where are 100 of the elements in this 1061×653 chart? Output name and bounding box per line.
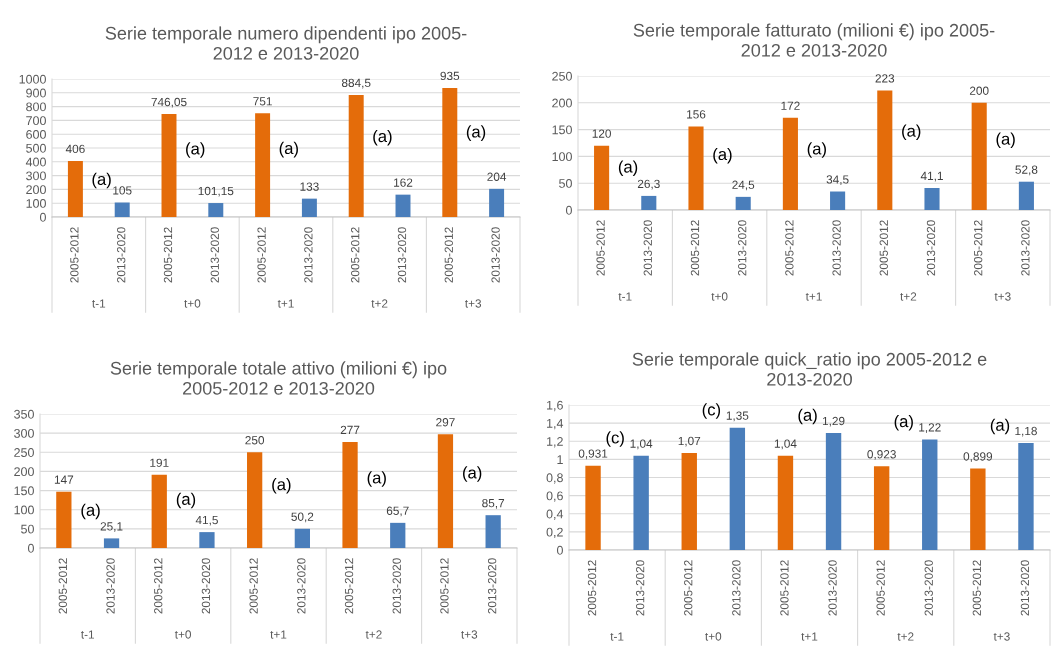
data-label: 65,7 bbox=[386, 506, 409, 517]
annotation: (a) bbox=[618, 160, 638, 176]
text: t+2 bbox=[897, 632, 914, 641]
text: t+0 bbox=[705, 632, 722, 641]
text: t+0 bbox=[184, 299, 201, 308]
chart-title: Serie temporale fatturato (milioni €) ipo 2005- 2012 e 2013-2020 bbox=[633, 23, 995, 57]
x-tick-label: 2013-2020 bbox=[828, 560, 837, 616]
x-tick-label: 2013-2020 bbox=[491, 227, 500, 283]
x-tick-label: 2013-2020 bbox=[635, 560, 645, 616]
x-tick-label: 2013-2020 bbox=[210, 227, 219, 283]
data-label: 25,1 bbox=[100, 522, 123, 532]
data-label: 101,15 bbox=[198, 186, 234, 197]
bar bbox=[1018, 443, 1034, 550]
chart-title: Serie temporale totale attivo (milioni €) ipo 2005-2012 e 2013-2020 bbox=[110, 361, 447, 395]
y-tick-label: 250 bbox=[14, 448, 34, 457]
data-label: 156 bbox=[687, 110, 706, 119]
data-label: 191 bbox=[150, 458, 169, 467]
x-tick-label: 2005-2012 bbox=[587, 560, 597, 616]
y-tick-label: 300 bbox=[14, 428, 34, 438]
y-tick-label: 300 bbox=[26, 171, 46, 181]
data-label: 24,5 bbox=[732, 180, 755, 191]
x-tick-label: 2005-2012 bbox=[154, 558, 163, 614]
text: t+1 bbox=[801, 632, 818, 641]
y-tick-label: 200 bbox=[14, 467, 34, 477]
data-label: 0,931 bbox=[578, 449, 608, 460]
annotation: (c) bbox=[606, 431, 624, 447]
text: t+3 bbox=[993, 632, 1010, 641]
annotation: (a) bbox=[186, 142, 205, 158]
y-tick-label: 600 bbox=[26, 130, 46, 139]
bar bbox=[390, 522, 406, 548]
bar bbox=[877, 90, 893, 210]
data-label: 0,923 bbox=[867, 450, 896, 460]
data-label: 105 bbox=[113, 186, 132, 195]
text: t-1 bbox=[610, 632, 624, 641]
y-tick-label: 1,4 bbox=[547, 419, 564, 430]
x-tick-label: 2005-2012 bbox=[257, 227, 266, 283]
text: t+3 bbox=[994, 292, 1011, 301]
bar bbox=[247, 452, 263, 548]
x-tick-label: 2013-2020 bbox=[397, 227, 407, 283]
bar bbox=[255, 113, 271, 217]
y-tick-label: 400 bbox=[25, 157, 46, 167]
annotation: (a) bbox=[279, 141, 298, 158]
x-tick-label: 2013-2020 bbox=[392, 558, 401, 614]
data-label: 41,1 bbox=[920, 171, 943, 182]
annotation: (a) bbox=[996, 132, 1015, 149]
bar bbox=[294, 528, 310, 548]
bar bbox=[395, 194, 411, 217]
y-tick-label: 0,2 bbox=[546, 527, 563, 538]
text: t+1 bbox=[277, 299, 294, 308]
data-label: 85,7 bbox=[482, 498, 505, 509]
y-tick-label: 800 bbox=[26, 102, 46, 112]
data-label: 1,22 bbox=[919, 423, 941, 433]
x-tick-label: 2013-2020 bbox=[201, 558, 211, 614]
data-label: 50,2 bbox=[291, 512, 314, 523]
bar bbox=[489, 188, 505, 217]
x-tick-label: 2013-2020 bbox=[738, 220, 747, 276]
text: t+0 bbox=[174, 630, 192, 639]
x-tick-label: 2005-2012 bbox=[684, 560, 693, 616]
data-label: 406 bbox=[65, 144, 85, 154]
y-tick-label: 1,6 bbox=[547, 400, 563, 412]
x-tick-label: 2013-2020 bbox=[924, 560, 933, 616]
bar bbox=[67, 160, 83, 217]
y-tick-label: 50 bbox=[559, 179, 572, 188]
bar bbox=[1018, 181, 1034, 210]
bar bbox=[56, 491, 72, 548]
y-tick-label: 100 bbox=[552, 152, 572, 162]
bar bbox=[688, 126, 704, 210]
y-tick-label: 1 bbox=[557, 455, 563, 464]
x-tick-label: 2005-2012 bbox=[70, 227, 79, 283]
data-label: 935 bbox=[440, 71, 460, 81]
bar bbox=[442, 87, 458, 217]
y-tick-label: 150 bbox=[552, 125, 572, 135]
text: t-1 bbox=[618, 292, 632, 301]
x-tick-label: 2013-2020 bbox=[732, 560, 741, 616]
data-label: 884,5 bbox=[341, 78, 371, 89]
y-tick-label: 150 bbox=[14, 486, 34, 496]
annotation: (a) bbox=[807, 142, 826, 158]
y-tick-label: 0 bbox=[565, 205, 572, 215]
bar bbox=[199, 532, 215, 548]
data-label: 223 bbox=[875, 74, 895, 83]
x-tick-label: 2013-2020 bbox=[117, 227, 126, 283]
bar bbox=[782, 117, 798, 210]
data-label: 1,35 bbox=[726, 411, 749, 422]
bar bbox=[922, 439, 938, 550]
y-tick-label: 0 bbox=[39, 212, 46, 222]
y-tick-label: 0,8 bbox=[546, 473, 563, 484]
bar bbox=[729, 427, 746, 550]
y-tick-label: 0 bbox=[556, 545, 563, 555]
annotation: (a) bbox=[713, 147, 732, 164]
annotation: (a) bbox=[92, 172, 111, 189]
data-label: 204 bbox=[487, 172, 507, 181]
annotation: (a) bbox=[990, 418, 1010, 435]
x-tick-label: 2005-2012 bbox=[785, 220, 794, 276]
bar bbox=[594, 145, 610, 210]
chart-title: Serie temporale quick_ratio ipo 2005-2012 e 2013-2020 bbox=[632, 352, 987, 386]
data-label: 52,8 bbox=[1015, 165, 1038, 176]
data-label: 41,5 bbox=[195, 515, 218, 526]
x-tick-label: 2005-2012 bbox=[596, 220, 605, 276]
bar bbox=[873, 466, 890, 550]
bar bbox=[161, 114, 177, 217]
